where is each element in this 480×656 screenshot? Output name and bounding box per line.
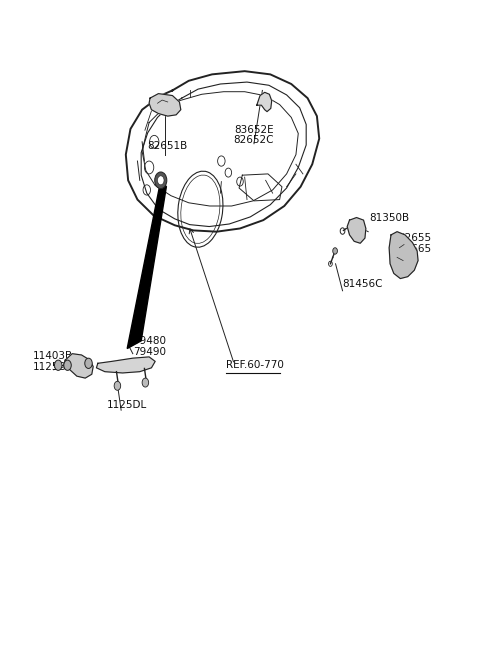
Circle shape	[155, 172, 167, 189]
Text: 82665: 82665	[398, 244, 432, 254]
Text: 83652E: 83652E	[234, 125, 274, 135]
Text: 81456C: 81456C	[343, 279, 383, 289]
Polygon shape	[347, 218, 366, 243]
Circle shape	[85, 358, 92, 369]
Circle shape	[64, 360, 71, 371]
Text: 81350B: 81350B	[370, 213, 410, 223]
Text: 1125DA: 1125DA	[33, 362, 74, 373]
Polygon shape	[257, 92, 272, 112]
Text: 82655: 82655	[398, 234, 432, 243]
Polygon shape	[96, 357, 155, 373]
Text: 11403B: 11403B	[33, 352, 72, 361]
Text: 79480: 79480	[133, 336, 166, 346]
Circle shape	[142, 378, 149, 387]
Polygon shape	[127, 180, 167, 348]
Circle shape	[55, 360, 62, 371]
Text: REF.60-770: REF.60-770	[226, 359, 284, 369]
Circle shape	[157, 176, 164, 185]
Text: 1125DL: 1125DL	[107, 400, 147, 410]
Circle shape	[114, 381, 120, 390]
Polygon shape	[64, 354, 93, 378]
Text: 79490: 79490	[133, 347, 166, 357]
Circle shape	[333, 248, 337, 254]
Text: 82652C: 82652C	[234, 135, 274, 145]
Polygon shape	[389, 232, 418, 279]
Text: 82651B: 82651B	[147, 142, 187, 152]
Polygon shape	[149, 94, 181, 116]
